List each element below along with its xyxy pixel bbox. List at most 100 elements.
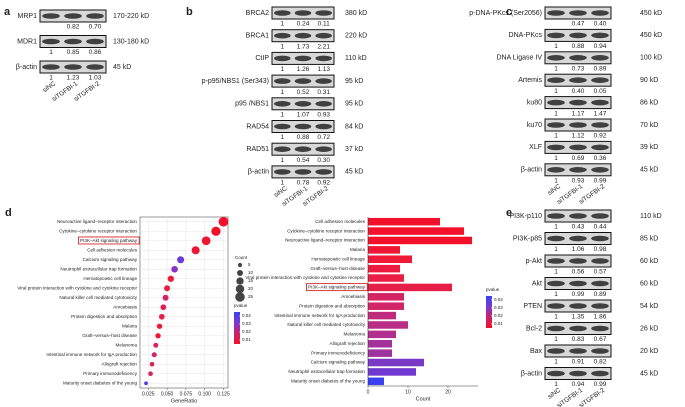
- lane-label: siNC: [42, 80, 58, 94]
- protein-name: PI3K-p85: [513, 235, 542, 242]
- category-label: Maturity onset diabetes of the young: [63, 380, 138, 385]
- kd-label: 45 kD: [113, 64, 131, 71]
- band: [569, 144, 587, 151]
- quantification: 0.92: [317, 180, 330, 187]
- category-label: PI3K–Akt signaling pathway: [308, 285, 366, 290]
- panel-label: b: [186, 6, 193, 18]
- bar: [368, 293, 404, 301]
- quantification: 0.40: [594, 21, 607, 28]
- band: [64, 13, 82, 19]
- quantification: 0.72: [317, 134, 330, 141]
- kd-label: 86 kD: [640, 99, 658, 106]
- protein-name: PI3K-p110: [509, 213, 542, 220]
- quantification: 0.70: [89, 24, 102, 31]
- quantification: 0.56: [572, 269, 585, 276]
- kd-label: 39 kD: [640, 144, 658, 151]
- dot: [148, 371, 153, 377]
- band: [64, 64, 82, 70]
- quantification: 0.52: [297, 89, 310, 96]
- x-tick-label: 0.025: [142, 391, 155, 397]
- band: [547, 280, 565, 287]
- quantification: 1: [554, 178, 558, 185]
- protein-name: XLF: [529, 144, 542, 151]
- band: [569, 348, 587, 354]
- size-label: 25: [248, 294, 254, 299]
- band: [547, 77, 565, 83]
- colorbar-label: 0.01: [242, 337, 251, 342]
- category-label: Viral protein interaction with cytokine …: [17, 285, 137, 290]
- quantification: 1: [49, 75, 53, 82]
- kd-label: 130-180 kD: [113, 38, 149, 45]
- band: [42, 64, 60, 70]
- bar: [368, 311, 396, 320]
- quantification: 1.86: [594, 314, 607, 321]
- protein-name: Bcl-2: [526, 325, 542, 332]
- quantification: 1.03: [89, 75, 102, 82]
- legend-title: pvalue: [234, 303, 248, 308]
- category-label: Allograft rejection: [102, 361, 138, 366]
- x-tick-label: 0.050: [161, 391, 174, 397]
- dot: [156, 323, 163, 329]
- band: [569, 303, 587, 309]
- band: [86, 64, 104, 70]
- colorbar-label: 0.03: [242, 321, 251, 326]
- band: [294, 78, 312, 84]
- band: [547, 167, 565, 173]
- quantification: 0.31: [317, 89, 330, 96]
- quantification: 0.69: [572, 155, 585, 162]
- lane-label: siNC: [547, 387, 563, 401]
- size-key: [235, 284, 245, 294]
- quantification: 1: [554, 88, 558, 95]
- bar: [368, 264, 400, 273]
- kd-label: 60 kD: [640, 280, 658, 287]
- panel-label: d: [5, 207, 12, 219]
- kd-label: 170-220 kD: [113, 13, 149, 20]
- quantification: 0.99: [572, 291, 585, 298]
- dot: [164, 285, 171, 292]
- protein-name: β-actin: [16, 64, 37, 71]
- category-label: Intestinal immune network for IgA produc…: [46, 352, 137, 357]
- colorbar-label: 0.03: [494, 305, 503, 310]
- category-label: Calcium signaling pathway: [311, 360, 366, 365]
- band: [591, 99, 609, 106]
- quantification: 0.78: [297, 180, 310, 187]
- quantification: 0.83: [572, 336, 585, 343]
- band: [315, 169, 332, 175]
- protein-name: p95 /NBS1: [235, 101, 269, 108]
- kd-label: 37 kD: [345, 146, 363, 153]
- category-label: Neuroactive ligand–receptor interaction: [285, 238, 365, 243]
- band: [274, 101, 291, 107]
- category-label: Malaria: [350, 247, 366, 252]
- quantification: 0.91: [572, 359, 585, 366]
- colorbar: [234, 312, 240, 344]
- band: [274, 123, 291, 130]
- panel-label: e: [506, 207, 512, 219]
- band: [591, 325, 609, 332]
- bar: [368, 236, 472, 245]
- bar: [368, 227, 464, 235]
- quantification: 1: [281, 89, 285, 96]
- kd-label: 70 kD: [640, 122, 658, 129]
- dot: [167, 275, 174, 282]
- quantification: 2.21: [317, 43, 330, 50]
- quantification: 1.06: [572, 246, 585, 253]
- category-label: Natural killer cell mediated cytotoxicit…: [59, 295, 137, 300]
- band: [294, 123, 312, 130]
- category-label: Intestinal immune network for IgA produc…: [274, 313, 365, 318]
- quantification: 1: [281, 43, 285, 50]
- x-tick-label: 0.075: [180, 391, 193, 397]
- dot: [158, 313, 165, 320]
- category-label: Graft–versus–host disease: [82, 333, 137, 338]
- band: [569, 55, 587, 61]
- quantification: 1.13: [317, 66, 330, 73]
- protein-name: p-Akt: [526, 258, 542, 265]
- quantification: 0.11: [318, 21, 331, 28]
- quantification: 1: [281, 180, 285, 187]
- band: [569, 370, 587, 377]
- band: [547, 144, 565, 151]
- quantification: 0.57: [594, 269, 607, 276]
- kd-label: 90 kD: [640, 77, 658, 84]
- colorbar: [486, 296, 492, 328]
- kd-label: 100 kD: [640, 55, 662, 62]
